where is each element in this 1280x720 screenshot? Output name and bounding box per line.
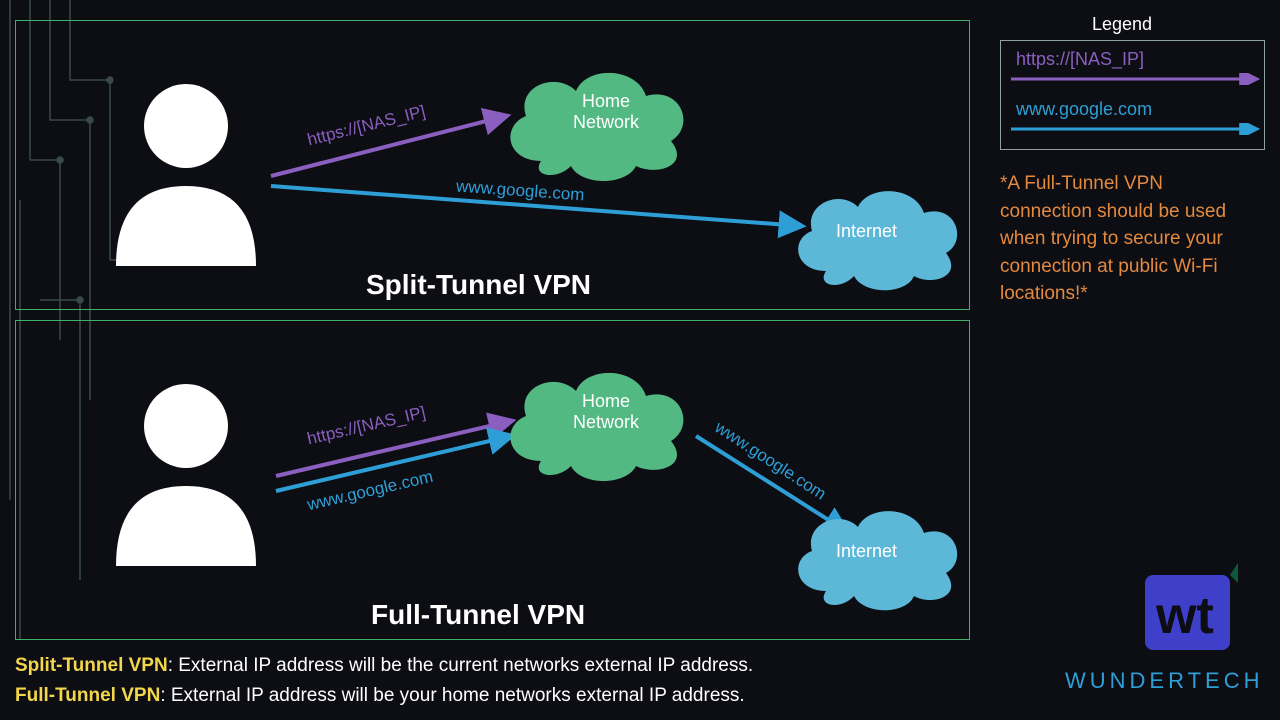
home-network-cloud [486,51,706,191]
notice-text: *A Full-Tunnel VPN connection should be … [1000,170,1250,308]
wundertech-logo-icon: wt [1120,555,1250,665]
full-tunnel-panel: HomeNetwork Internet https://[NAS_IP] ww… [15,320,970,640]
internet-cloud [776,171,976,301]
split-tunnel-panel: HomeNetwork Internet https://[NAS_IP] ww… [15,20,970,310]
legend-nas-arrow [1011,73,1261,85]
footer-split: Split-Tunnel VPN: External IP address wi… [15,655,753,677]
legend-title: Legend [1092,14,1152,35]
legend-nas-text: https://[NAS_IP] [1016,49,1144,70]
full-tunnel-title: Full-Tunnel VPN [371,599,585,631]
internet-cloud [776,491,976,621]
legend-google-arrow [1011,123,1261,135]
home-network-cloud [486,351,706,491]
legend-google-text: www.google.com [1016,99,1152,120]
svg-text:wt: wt [1155,587,1214,645]
legend-box: https://[NAS_IP] www.google.com [1000,40,1265,150]
footer-full: Full-Tunnel VPN: External IP address wil… [15,685,745,707]
wundertech-logo-text: WUNDERTECH [1065,668,1263,694]
split-tunnel-title: Split-Tunnel VPN [366,269,591,301]
